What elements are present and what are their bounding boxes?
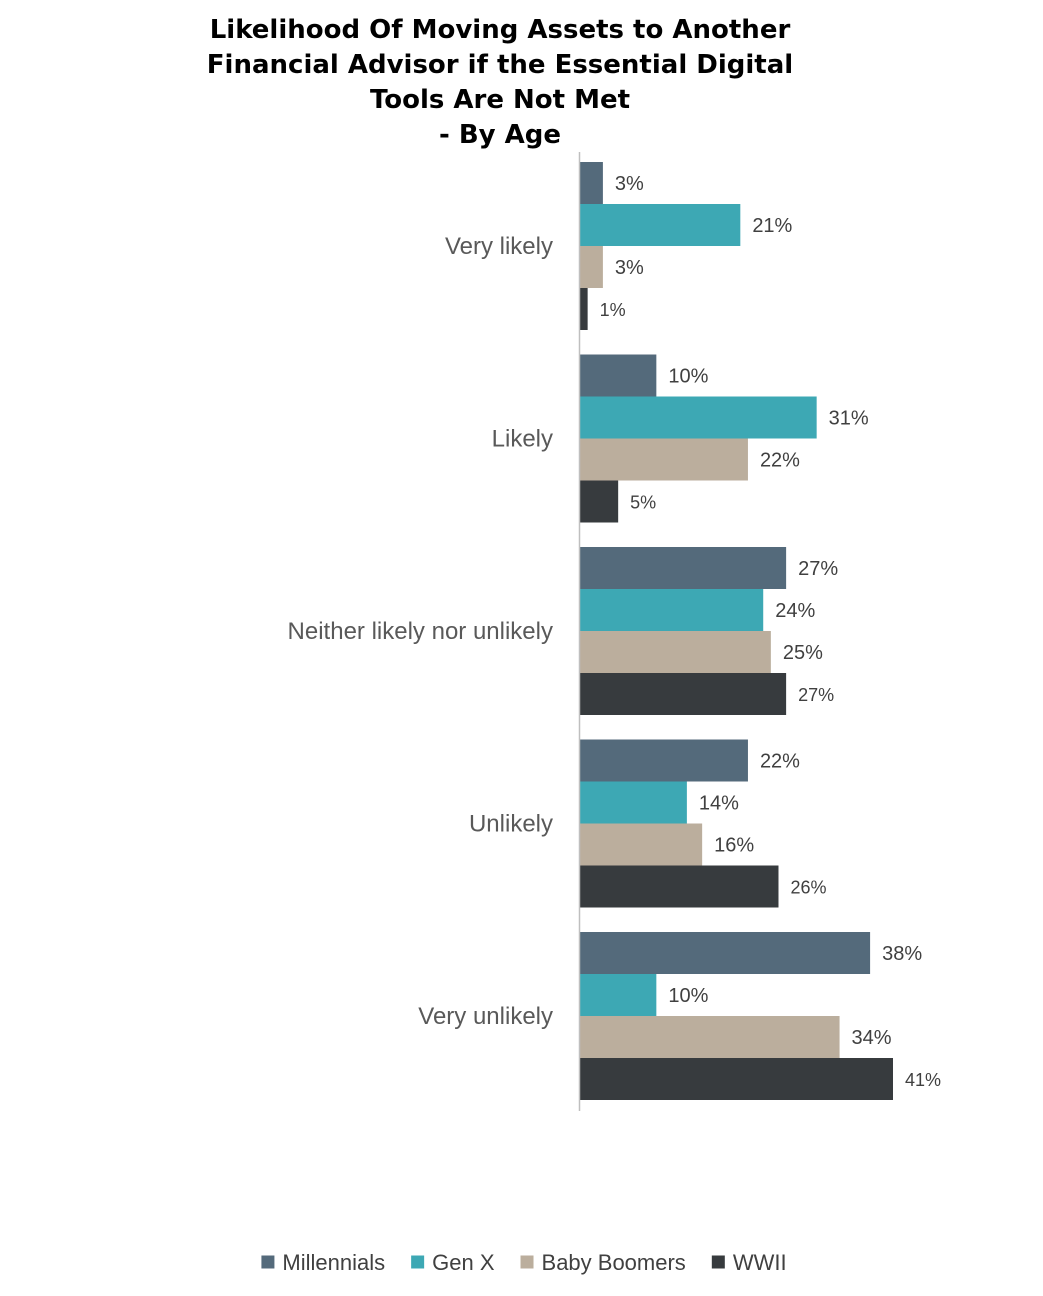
data-label: 22% [760, 751, 800, 773]
bar-baby-boomers [580, 823, 703, 866]
bar-baby-boomers [580, 246, 603, 288]
legend-swatch [711, 1255, 725, 1269]
data-label: 16% [714, 835, 754, 857]
bar-millennials [580, 354, 657, 397]
bar-gen-x [580, 396, 817, 439]
category-label: Neither likely nor unlikely [288, 618, 553, 645]
category-labels: Very likely Likely Neither likely nor unli… [288, 233, 553, 1030]
bars [580, 162, 893, 1100]
data-label: 14% [699, 793, 739, 815]
bar-wwii [580, 1058, 893, 1100]
chart-title-line: Financial Advisor if the Essential Digit… [207, 50, 793, 80]
bar-gen-x [580, 589, 764, 631]
data-label: 21% [752, 215, 792, 237]
legend-item: Baby Boomers [520, 1250, 686, 1275]
category-label: Very likely [445, 233, 553, 260]
legend-label: Baby Boomers [542, 1250, 686, 1275]
legend-label: Gen X [432, 1250, 495, 1275]
legend-item: Millennials [261, 1250, 385, 1275]
legend-item: WWII [711, 1250, 787, 1275]
bar-millennials [580, 932, 871, 974]
bar-millennials [580, 162, 603, 204]
bar-wwii [580, 673, 787, 715]
legend: Millennials Gen X Baby Boomers WWII [261, 1250, 787, 1275]
data-label: 27% [798, 558, 838, 580]
legend-label: Millennials [282, 1250, 385, 1275]
data-label: 26% [790, 878, 826, 898]
bar-wwii [580, 288, 588, 330]
data-label: 38% [882, 943, 922, 965]
data-label: 41% [905, 1070, 941, 1090]
bar-wwii [580, 865, 779, 908]
legend-swatch [520, 1255, 534, 1269]
data-label: 5% [630, 493, 656, 513]
data-label: 1% [600, 300, 626, 320]
bar-millennials [580, 739, 748, 782]
legend-swatch [261, 1255, 275, 1269]
data-label: 27% [798, 685, 834, 705]
legend-swatch [411, 1255, 425, 1269]
bar-gen-x [580, 204, 741, 246]
bar-baby-boomers [580, 631, 771, 673]
data-labels: 3% 21% 3% 1% 10% 31% 22% 5% 27% 24% 25% 27% 22% 14% 16… [600, 173, 941, 1090]
legend-item: Gen X [411, 1250, 495, 1275]
bar-gen-x [580, 974, 657, 1016]
category-label: Very unlikely [418, 1003, 553, 1030]
data-label: 34% [852, 1027, 892, 1049]
bar-gen-x [580, 781, 687, 824]
legend-label: WWII [733, 1250, 787, 1275]
chart-title-line: Likelihood Of Moving Assets to Another [210, 15, 791, 45]
bar-baby-boomers [580, 1016, 840, 1058]
data-label: 10% [668, 985, 708, 1007]
chart-title: Likelihood Of Moving Assets to Another Fi… [207, 15, 793, 150]
bar-millennials [580, 547, 787, 589]
data-label: 3% [615, 257, 644, 279]
category-label: Likely [492, 426, 553, 453]
data-label: 10% [668, 366, 708, 388]
bar-baby-boomers [580, 438, 748, 481]
bar-wwii [580, 480, 619, 523]
category-label: Unlikely [469, 811, 553, 838]
data-label: 3% [615, 173, 644, 195]
data-label: 24% [775, 600, 815, 622]
data-label: 31% [829, 408, 869, 430]
data-label: 25% [783, 642, 823, 664]
chart-title-line: Tools Are Not Met [370, 85, 630, 115]
chart-title-line: - By Age [439, 120, 561, 150]
data-label: 22% [760, 450, 800, 472]
